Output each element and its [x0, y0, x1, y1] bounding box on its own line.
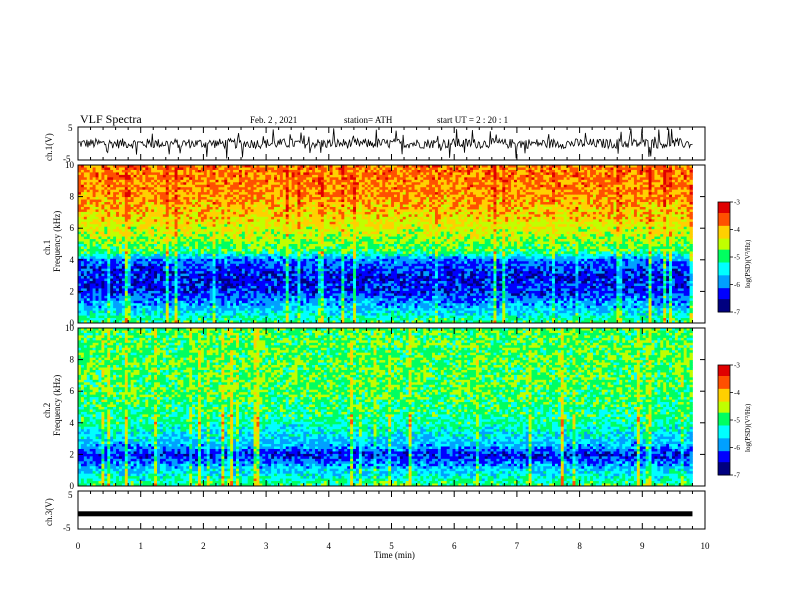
x-tick-label: 4 — [327, 541, 332, 551]
ch2-spectrogram-image — [78, 328, 705, 487]
cbar2-tick-label: -6 — [734, 444, 740, 452]
cbar2-tick-label: -4 — [734, 389, 740, 397]
spec1-ytick-label: 2 — [70, 286, 75, 296]
ch2-spectrogram-ylabel-channel: ch.2 — [42, 403, 52, 418]
ch2-colorbar-label: log(PSD)(V²/Hz) — [744, 403, 752, 452]
cbar1-tick-label: -7 — [734, 309, 740, 317]
x-tick-label: 5 — [389, 541, 394, 551]
cbar1-tick-label: -6 — [734, 281, 740, 289]
spec2-ytick-label: 4 — [70, 418, 75, 428]
date-label: Feb. 2 , 2021 — [250, 115, 297, 125]
station-label: station= ATH — [344, 115, 393, 125]
cbar2-tick-label: -5 — [734, 417, 740, 425]
ch3-ytick-top: 5 — [68, 490, 73, 500]
spec1-ytick-label: 6 — [70, 223, 75, 233]
ch3-waveform-ylabel: ch.3(V) — [44, 498, 54, 526]
x-tick-label: 1 — [138, 541, 143, 551]
ch3-waveform-trace — [78, 511, 693, 517]
spec1-ytick-label: 0 — [70, 318, 75, 328]
spec2-ytick-label: 10 — [65, 323, 75, 333]
ch1-ytick-bottom: -5 — [63, 154, 71, 164]
spec2-ytick-label: 6 — [70, 386, 75, 396]
figure-title: VLF Spectra — [80, 112, 142, 126]
x-tick-label: 3 — [264, 541, 269, 551]
x-tick-label: 0 — [76, 541, 81, 551]
ch2-spectrogram-ylabel-freq: Frequency (kHz) — [52, 375, 62, 436]
spec2-ytick-label: 0 — [70, 481, 75, 491]
ch3-waveform-panel: 5 -5 ch.3(V) — [44, 490, 706, 533]
ch1-colorbar: -3 -4 -5 -6 -7 — [717, 199, 740, 317]
ch1-waveform-trace — [77, 128, 693, 159]
ch1-spectrogram-image — [78, 165, 705, 324]
ch1-waveform-panel: 5 -5 ch.1(V) — [44, 123, 706, 164]
spec1-ytick-label: 4 — [70, 255, 75, 265]
x-axis-label: Time (min) — [374, 550, 415, 560]
cbar1-tick-label: -5 — [734, 254, 740, 262]
ch2-colorbar: -3 -4 -5 -6 -7 — [717, 362, 740, 480]
ch1-spectrogram-ylabel-channel: ch.1 — [42, 240, 52, 255]
x-tick-label: 7 — [515, 541, 520, 551]
cbar2-tick-label: -7 — [734, 472, 740, 480]
x-tick-label: 8 — [577, 541, 582, 551]
spec2-ytick-label: 8 — [70, 355, 75, 365]
x-tick-label: 10 — [701, 541, 711, 551]
cbar1-tick-label: -3 — [734, 199, 740, 207]
x-axis: 0 1 2 3 4 5 6 7 8 9 10 — [76, 127, 710, 551]
spec1-ytick-label: 10 — [65, 160, 75, 170]
start-ut-label: start UT = 2 : 20 : 1 — [437, 115, 508, 125]
ch3-ytick-bottom: -5 — [63, 523, 71, 533]
spec1-ytick-label: 8 — [70, 192, 75, 202]
cbar2-tick-label: -3 — [734, 362, 740, 370]
x-tick-label: 2 — [201, 541, 206, 551]
x-tick-label: 9 — [640, 541, 645, 551]
ch1-colorbar-label: log(PSD)(V²/Hz) — [744, 239, 752, 288]
spec2-ytick-label: 2 — [70, 449, 75, 459]
ch1-spectrogram-ylabel-freq: Frequency (kHz) — [52, 211, 62, 272]
cbar1-tick-label: -4 — [734, 226, 740, 234]
x-tick-label: 6 — [452, 541, 457, 551]
ch1-ytick-top: 5 — [68, 123, 73, 133]
ch1-waveform-ylabel: ch.1(V) — [44, 133, 54, 161]
